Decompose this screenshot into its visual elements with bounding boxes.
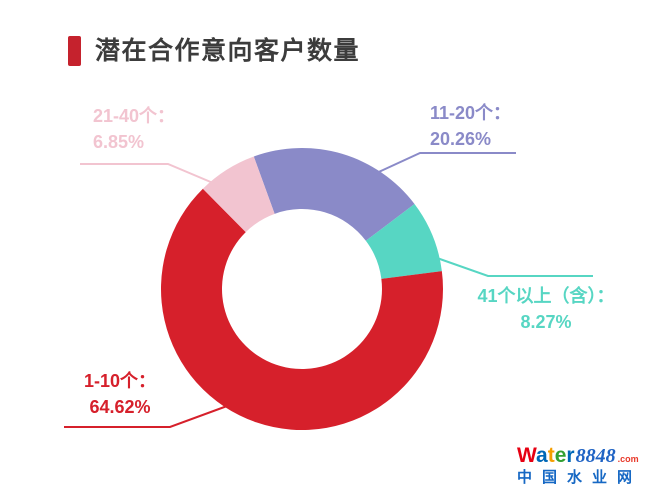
slice-21-40 [202, 156, 275, 233]
logo-brand-line: Water 8848 .com [517, 445, 642, 466]
brand-letter: a [536, 444, 548, 467]
label-name: 11-20个： [430, 103, 512, 123]
leader-line-1-10 [64, 401, 239, 428]
label-name: 1-10个： [84, 371, 157, 391]
brand-number: 8848 [575, 445, 616, 467]
slice-1-10 [161, 188, 443, 430]
label-name: 41个以上（含）： [477, 286, 615, 306]
slice-label-11-20: 11-20个： 20.26% [430, 100, 511, 152]
slice-label-1-10: 1-10个： 64.62% [84, 368, 156, 420]
label-pct: 6.85% [93, 132, 145, 152]
chart-header: 潜在合作意向客户数量 [68, 36, 360, 66]
leader-line-11-20 [369, 152, 516, 177]
slice-11-20 [253, 148, 415, 241]
brand-letter: r [566, 444, 575, 467]
title-marker [68, 36, 81, 66]
site-name: 中国水业网 [516, 469, 642, 486]
label-name: 21-40个： [93, 106, 176, 126]
slice-label-41-plus: 41个以上（含）： 8.27% [466, 283, 626, 335]
brand-letter: e [554, 444, 567, 467]
label-pct: 8.27% [520, 312, 572, 332]
logo-water8848: Water 8848 .com 中国水业网 [517, 445, 642, 485]
label-pct: 64.62% [89, 397, 151, 417]
brand-letter: W [516, 444, 537, 467]
slice-41-plus [365, 204, 442, 279]
page-title: 潜在合作意向客户数量 [95, 37, 361, 65]
leader-line-41-plus [436, 257, 593, 277]
slice-label-21-40: 21-40个： 6.85% [93, 103, 175, 155]
brand-name: Water [517, 445, 575, 466]
label-pct: 20.26% [430, 129, 492, 149]
brand-domain: .com [617, 454, 639, 464]
brand-letter: t [547, 444, 555, 467]
